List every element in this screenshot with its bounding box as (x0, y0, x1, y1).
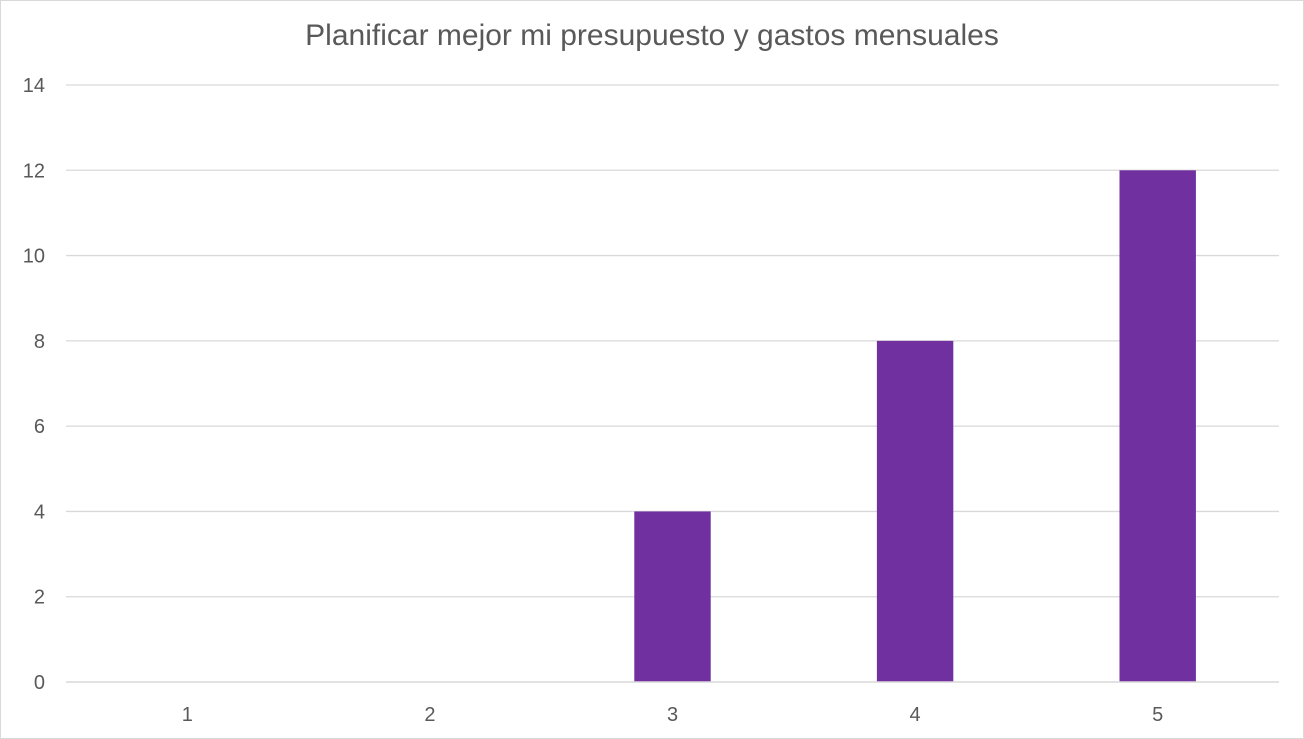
bars (634, 170, 1196, 683)
x-tick-label: 1 (182, 704, 193, 726)
x-tick-label: 5 (1152, 704, 1163, 726)
y-tick-label: 12 (23, 160, 45, 182)
x-tick-label: 2 (424, 704, 435, 726)
chart-title: Planificar mejor mi presupuesto y gastos… (305, 19, 999, 52)
y-tick-label: 8 (34, 331, 45, 353)
y-tick-label: 4 (34, 501, 45, 523)
y-tick-label: 6 (34, 416, 45, 438)
x-tick-label: 4 (910, 704, 921, 726)
bar-5 (1119, 170, 1196, 683)
bar-3 (634, 511, 711, 682)
y-tick-label: 14 (23, 75, 45, 97)
x-tick-labels: 1 2 3 4 5 (182, 704, 1164, 726)
y-tick-label: 10 (23, 246, 45, 268)
y-tick-labels: 0 2 4 6 8 10 12 14 (23, 75, 45, 694)
bar-4 (876, 340, 954, 682)
y-tick-label: 0 (34, 672, 45, 694)
x-tick-label: 3 (667, 704, 678, 726)
y-tick-label: 2 (34, 587, 45, 609)
